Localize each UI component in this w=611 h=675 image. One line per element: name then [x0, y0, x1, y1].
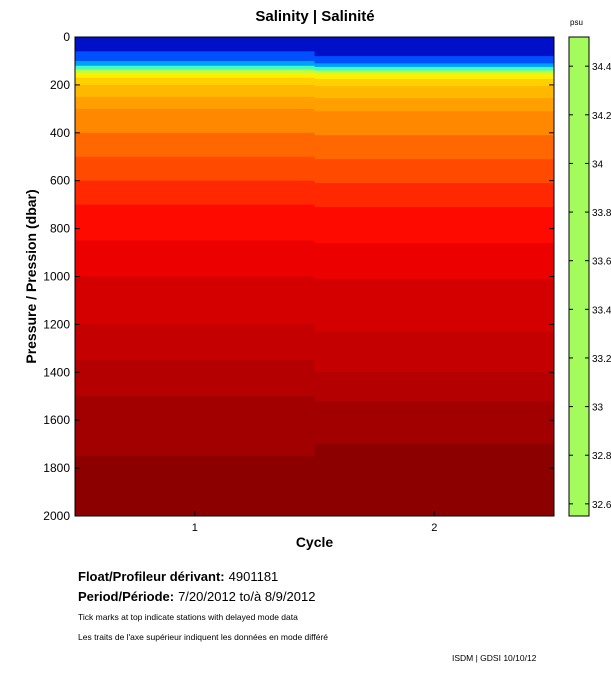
chart-title: Salinity | Salinité: [255, 8, 375, 25]
heatmap-cell: [75, 324, 315, 361]
colorbar-tick-label: 33.8: [592, 208, 611, 219]
note-english: Tick marks at top indicate stations with…: [78, 612, 298, 622]
colorbar-tick-label: 32.8: [592, 451, 611, 462]
heatmap-cell: [314, 111, 555, 136]
colorbar-tick-label: 33.2: [592, 354, 611, 365]
colorbar-tick-label: 34: [592, 159, 604, 170]
y-tick-label: 1800: [43, 461, 70, 475]
heatmap-cell: [75, 240, 315, 277]
period-label: Period/Période:: [78, 589, 175, 604]
y-tick-label: 1600: [43, 413, 70, 427]
y-tick-label: 800: [50, 222, 70, 236]
heatmap-cell: [75, 69, 315, 74]
heatmap-cell: [75, 204, 315, 242]
colorbar-tick-label: 34.4: [592, 62, 611, 73]
heatmap-cell: [75, 456, 315, 517]
heatmap-cell: [314, 159, 555, 184]
heatmap-cell: [314, 242, 555, 280]
heatmap-cell: [75, 276, 315, 325]
y-axis-label: Pressure / Pression (dbar): [23, 189, 39, 363]
colorbar-tick-label: 33: [592, 403, 604, 414]
heatmap-cell: [314, 37, 555, 57]
heatmap-cell: [314, 207, 555, 244]
period-info: Period/Période: 7/20/2012 to/à 8/9/2012: [78, 589, 315, 604]
heatmap-cell: [75, 60, 315, 67]
note-french: Les traits de l'axe supérieur indiquent …: [78, 632, 329, 642]
x-tick-label: 2: [431, 522, 437, 534]
heatmap-cell: [314, 278, 555, 333]
heatmap-cell: [314, 74, 555, 80]
heatmap-cell: [314, 78, 555, 87]
heatmap-cell: [314, 444, 555, 517]
heatmap-cell: [75, 96, 315, 110]
y-axis: 0 200 400 600 800 1000 1200 1400 1600 1800 2000: [43, 30, 554, 523]
heatmap-cell: [314, 331, 555, 373]
y-tick-label: 2000: [43, 509, 70, 523]
y-tick-label: 0: [63, 30, 70, 44]
float-label: Float/Profileur dérivant:: [78, 569, 225, 584]
heatmap-cell: [75, 156, 315, 182]
heatmap-cell: [75, 77, 315, 86]
heatmap-cell: [75, 72, 315, 79]
y-tick-label: 1000: [43, 270, 70, 284]
float-id: 4901181: [228, 569, 279, 584]
heatmap-cell: [75, 132, 315, 158]
y-tick-label: 200: [50, 78, 70, 92]
heatmap-cell: [314, 372, 555, 402]
heatmap-cell: [75, 360, 315, 397]
colorbar-tick-label: 32.6: [592, 500, 611, 511]
heatmap-cell: [75, 84, 315, 98]
colorbar-fill: [568, 36, 590, 517]
colorbar-tick-label: 33.6: [592, 257, 611, 268]
colorbar-tick-label: 33.4: [592, 305, 611, 316]
heatmap-cell: [75, 108, 315, 134]
heatmap-cell: [75, 37, 315, 52]
heatmap-cell: [314, 183, 555, 208]
heatmap-cell: [314, 401, 555, 445]
heatmap-cell: [314, 98, 555, 112]
y-tick-label: 1400: [43, 365, 70, 379]
heatmap-cell: [314, 63, 555, 68]
y-tick-label: 400: [50, 126, 70, 140]
heatmap-cell: [75, 180, 315, 206]
heatmap-cell: [314, 66, 555, 72]
colorbar-unit: psu: [570, 18, 583, 27]
y-tick-label: 1200: [43, 317, 70, 331]
credit-stamp: ISDM | GDSI 10/10/12: [452, 653, 537, 663]
x-axis-label: Cycle: [296, 534, 334, 550]
heatmap-cell: [314, 86, 555, 99]
heatmap-cell: [314, 135, 555, 160]
heatmap-cell: [75, 396, 315, 457]
float-info: Float/Profileur dérivant: 4901181: [78, 569, 278, 584]
heatmap-cell: [314, 56, 555, 64]
heatmap-cell: [314, 70, 555, 75]
heatmap-cell: [75, 51, 315, 62]
colorbar-tick-label: 34.2: [592, 111, 611, 122]
y-tick-label: 600: [50, 174, 70, 188]
x-tick-label: 1: [192, 522, 198, 534]
period-value: 7/20/2012 to/à 8/9/2012: [178, 589, 316, 604]
heatmap-cell: [75, 65, 315, 70]
heatmap-cells: [75, 37, 555, 517]
colorbar: 34.4 34.2 34 33.8 33.6 33.4 33.2 33 32.8 32.6: [568, 36, 611, 517]
